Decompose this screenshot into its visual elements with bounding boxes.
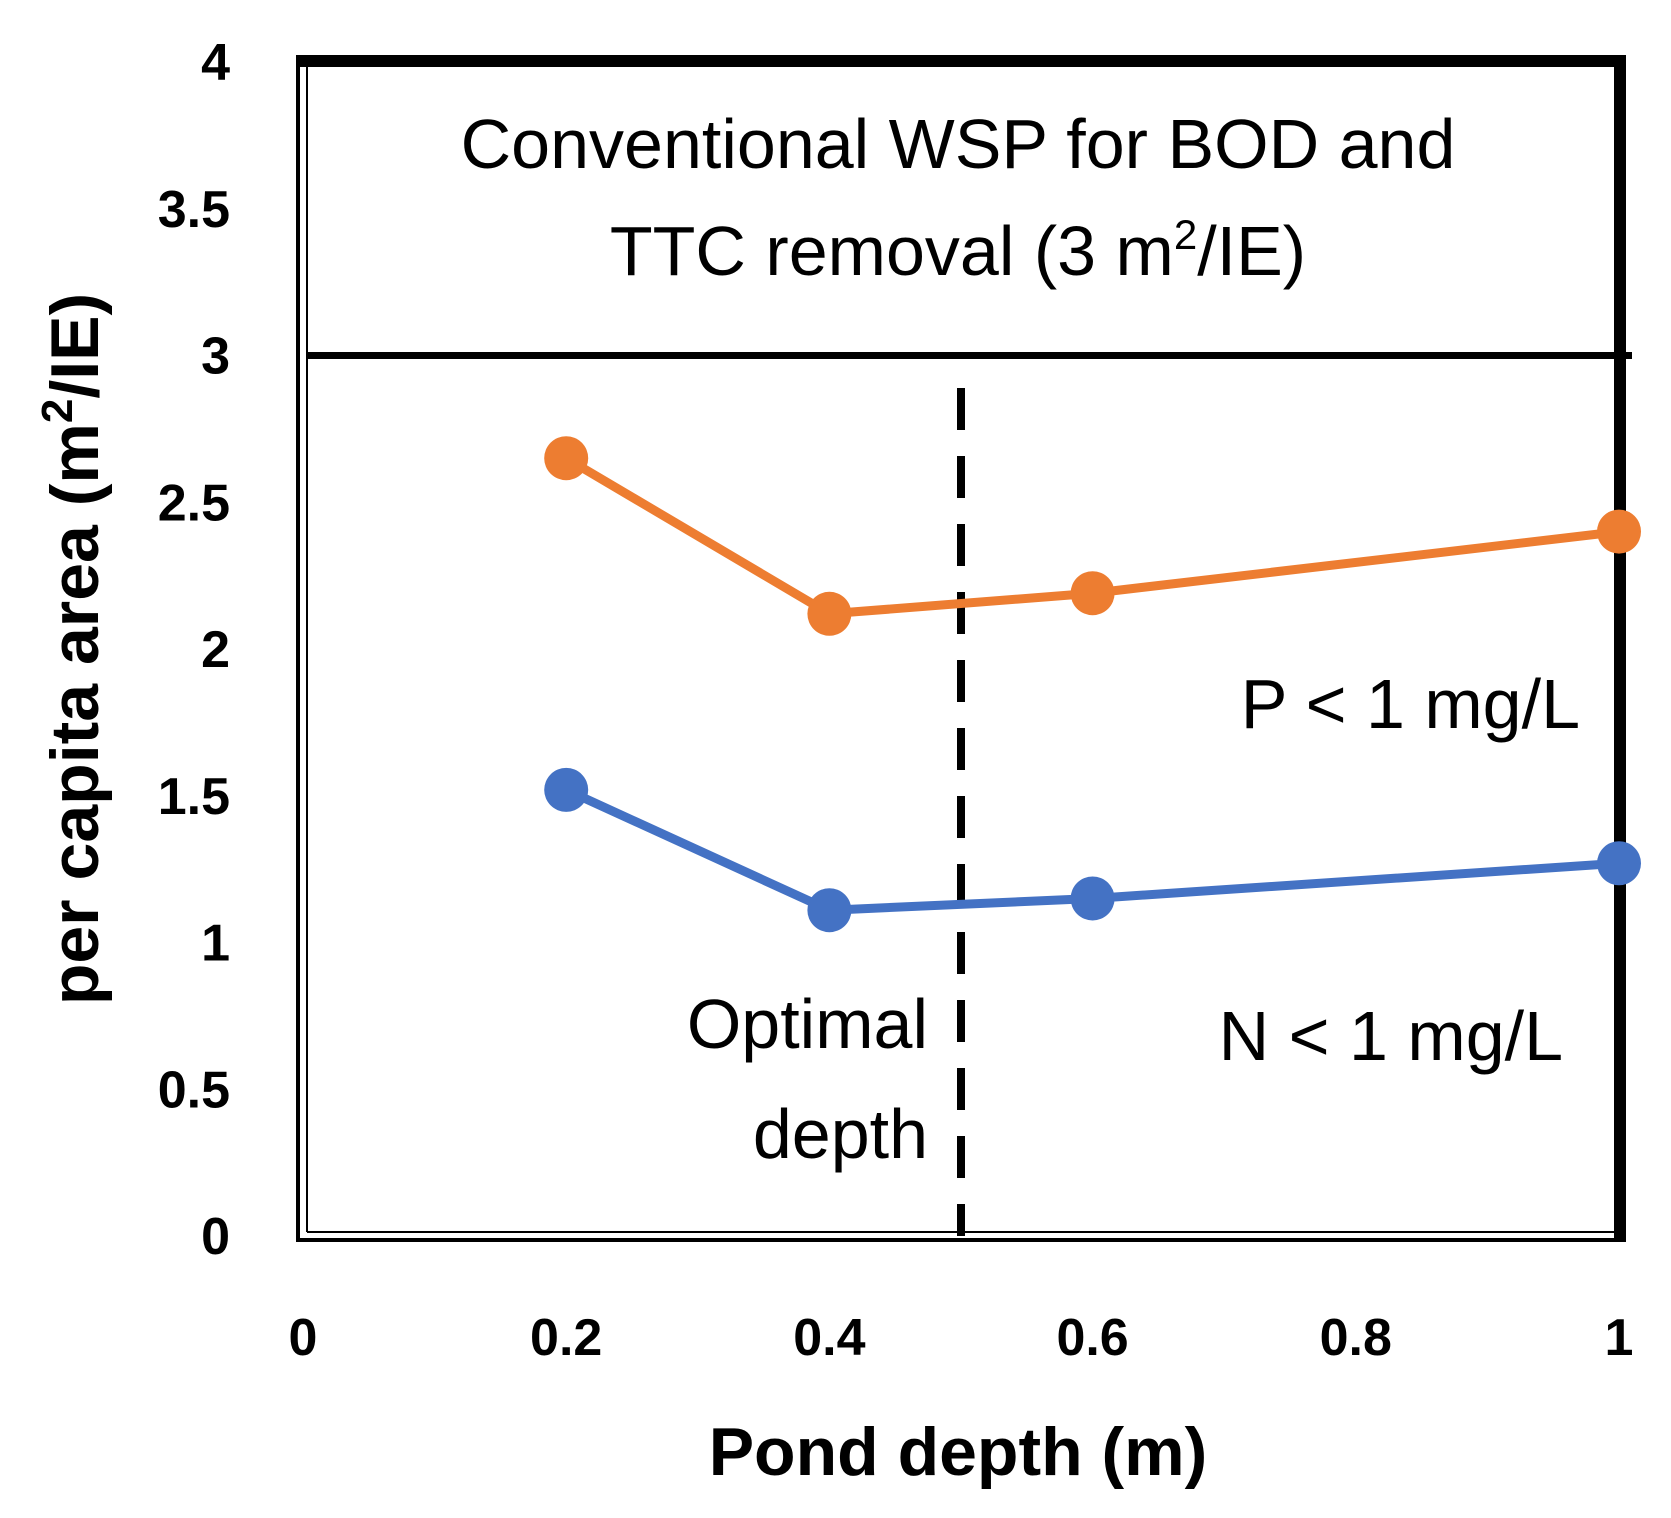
y-tick-label: 1	[201, 915, 230, 973]
y-tick-label: 1.5	[158, 768, 230, 826]
series-0-point	[1070, 571, 1115, 616]
y-tick-label: 2	[201, 621, 230, 679]
conventional-wsp-label-main: TTC removal (3 m	[610, 212, 1174, 290]
y-tick-label: 0.5	[158, 1061, 230, 1119]
series-layer	[544, 436, 1641, 933]
n-series-label: N < 1 mg/L	[1219, 997, 1563, 1075]
y-tick-label: 0	[201, 1208, 230, 1266]
optimal-depth-label-line2: depth	[753, 1095, 928, 1173]
y-axis-tick-labels: 0 0.5 1 1.5 2 2.5 3 3.5 4	[158, 34, 230, 1266]
x-axis-tick-labels: 0 0.2 0.4 0.6 0.8 1	[289, 1309, 1634, 1367]
series-1-point	[1597, 841, 1641, 886]
series-line-0	[563, 454, 1620, 619]
conventional-wsp-label-line1: Conventional WSP for BOD and	[461, 105, 1456, 183]
x-tick-label: 0.8	[1320, 1309, 1392, 1367]
conventional-wsp-label-line2: TTC removal (3 m2/IE)	[610, 211, 1306, 290]
series-1-point	[544, 767, 589, 812]
y-tick-label: 3	[201, 328, 230, 386]
series-line-1	[564, 785, 1620, 915]
y-tick-label: 2.5	[158, 474, 230, 532]
y-axis-title: per capita area (m2/IE)	[33, 293, 113, 1005]
x-axis-title: Pond depth (m)	[709, 1414, 1208, 1490]
p-series-label: P < 1 mg/L	[1241, 665, 1580, 743]
y-tick-label: 3.5	[158, 181, 230, 239]
y-axis-title-sup: 2	[33, 399, 82, 423]
conventional-wsp-label-suffix: /IE)	[1197, 212, 1306, 290]
x-tick-label: 0	[289, 1309, 318, 1367]
x-tick-label: 0.4	[793, 1309, 865, 1367]
x-tick-label: 0.6	[1056, 1309, 1128, 1367]
series-0-point	[544, 436, 589, 481]
series-0-point	[807, 591, 852, 636]
y-axis-title-suffix: /IE)	[37, 293, 113, 399]
optimal-depth-label-line1: Optimal	[687, 985, 928, 1063]
series-1-point	[807, 888, 852, 933]
y-tick-label: 4	[201, 34, 230, 92]
y-axis-title-main: per capita area (m	[37, 423, 113, 1005]
x-tick-label: 1	[1605, 1309, 1634, 1367]
series-0-point	[1597, 509, 1641, 554]
conventional-wsp-label-sup: 2	[1174, 211, 1197, 258]
series-1-point	[1070, 876, 1115, 921]
x-tick-label: 0.2	[530, 1309, 602, 1367]
